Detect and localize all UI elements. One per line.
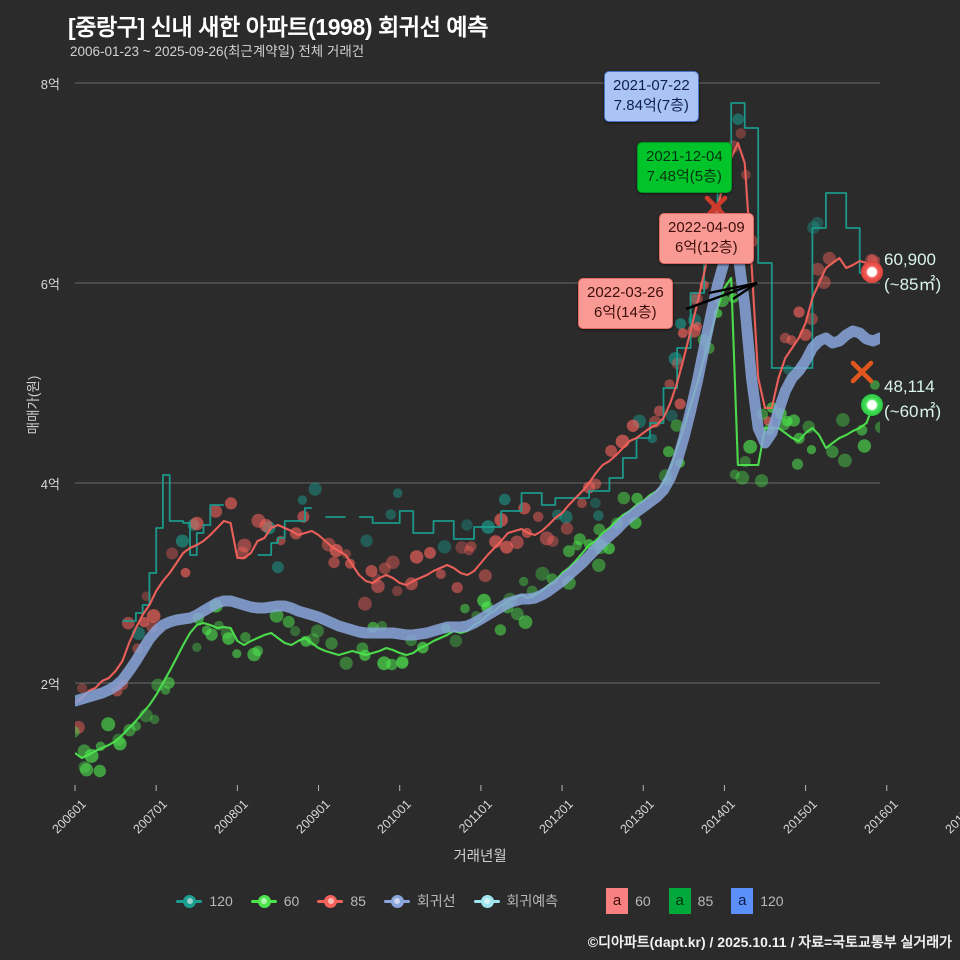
legend-item-회귀선[interactable]: 회귀선 (383, 891, 456, 911)
legend-item-회귀예측[interactable]: 회귀예측 (473, 891, 559, 911)
yaxis-tick-label: 2억 (40, 677, 60, 692)
chart-annotation-callout[interactable]: 2022-04-09 6억(12층) (659, 213, 754, 264)
chart-annotation-leaders (685, 281, 758, 311)
chart-gridlines (75, 82, 880, 684)
chart-annotation-callout[interactable]: 2021-07-22 7.84억(7층) (604, 71, 699, 122)
chart-legend: 120 60 85 회귀선 회귀예측 a 60 a 85 a 120 (0, 888, 960, 914)
chart-endpoint-markers (861, 261, 883, 416)
series-end-label: 48,114 (~60㎡) (884, 375, 941, 424)
annotation-date: 2021-07-22 (613, 77, 690, 94)
page-title: [중랑구] 신내 새한 아파트(1998) 회귀선 예측 (68, 14, 488, 40)
legend-badge-label: 120 (760, 893, 784, 909)
end-label-value: 48,114 (884, 377, 935, 396)
yaxis-tick-label: 8억 (40, 77, 60, 92)
legend-badge-glyph: a (606, 888, 629, 914)
annotation-date: 2022-04-09 (668, 219, 745, 236)
legend-item-label: 60 (283, 893, 300, 909)
outlier-x-icon (850, 360, 874, 384)
legend-item-label: 120 (209, 893, 233, 909)
legend-badge-85[interactable]: a 85 (668, 888, 714, 914)
legend-marker-icon (317, 894, 344, 908)
legend-item-60[interactable]: 60 (250, 893, 300, 909)
chart-subtitle: 2006-01-23 ~ 2025-09-26(최근계약일) 전체 거래건 (70, 44, 365, 59)
end-label-area: (~85㎡) (884, 274, 942, 294)
legend-badge-120[interactable]: a 120 (731, 888, 784, 914)
chart-xtick-marks (74, 785, 888, 791)
legend-marker-icon (473, 894, 500, 908)
chart-annotation-callout[interactable]: 2021-12-04 7.48억(5층) (637, 142, 732, 193)
annotation-date: 2021-12-04 (646, 148, 723, 165)
legend-badge-glyph: a (668, 888, 691, 914)
legend-badge-glyph: a (731, 888, 754, 914)
annotation-value: 7.48억(5층) (646, 167, 722, 185)
yaxis-tick-label: 6억 (40, 277, 60, 292)
yaxis-tick-label: 4억 (40, 477, 60, 492)
legend-badge-label: 85 (697, 893, 714, 909)
legend-badge-60[interactable]: a 60 (606, 888, 651, 914)
legend-marker-icon (176, 894, 203, 908)
legend-item-label: 회귀선 (416, 893, 456, 909)
footer-credit: ©디아파트(dapt.kr) / 2025.10.11 / 자료=국토교통부 실… (587, 934, 952, 950)
chart-yaxis-label: 매매가(원) (26, 375, 41, 435)
annotation-value: 6억(14층) (594, 303, 657, 321)
legend-marker-icon (383, 894, 410, 908)
legend-marker-icon (250, 894, 277, 908)
legend-item-label: 85 (350, 893, 366, 909)
chart-annotation-callout[interactable]: 2022-03-26 6억(14층) (578, 278, 673, 329)
end-label-area: (~60㎡) (884, 401, 942, 421)
series-end-label: 60,900 (~85㎡) (884, 248, 941, 297)
legend-badge-label: 60 (635, 893, 651, 909)
annotation-value: 6억(12층) (675, 238, 738, 256)
legend-item-label: 회귀예측 (506, 893, 559, 909)
chart-xaxis-label: 거래년월 (453, 849, 507, 865)
annotation-date: 2022-03-26 (587, 284, 664, 301)
legend-item-120[interactable]: 120 (176, 893, 233, 909)
legend-item-85[interactable]: 85 (317, 893, 366, 909)
chart-series-lines (75, 102, 880, 760)
end-label-value: 60,900 (884, 250, 936, 269)
annotation-value: 7.84억(7층) (613, 96, 689, 114)
